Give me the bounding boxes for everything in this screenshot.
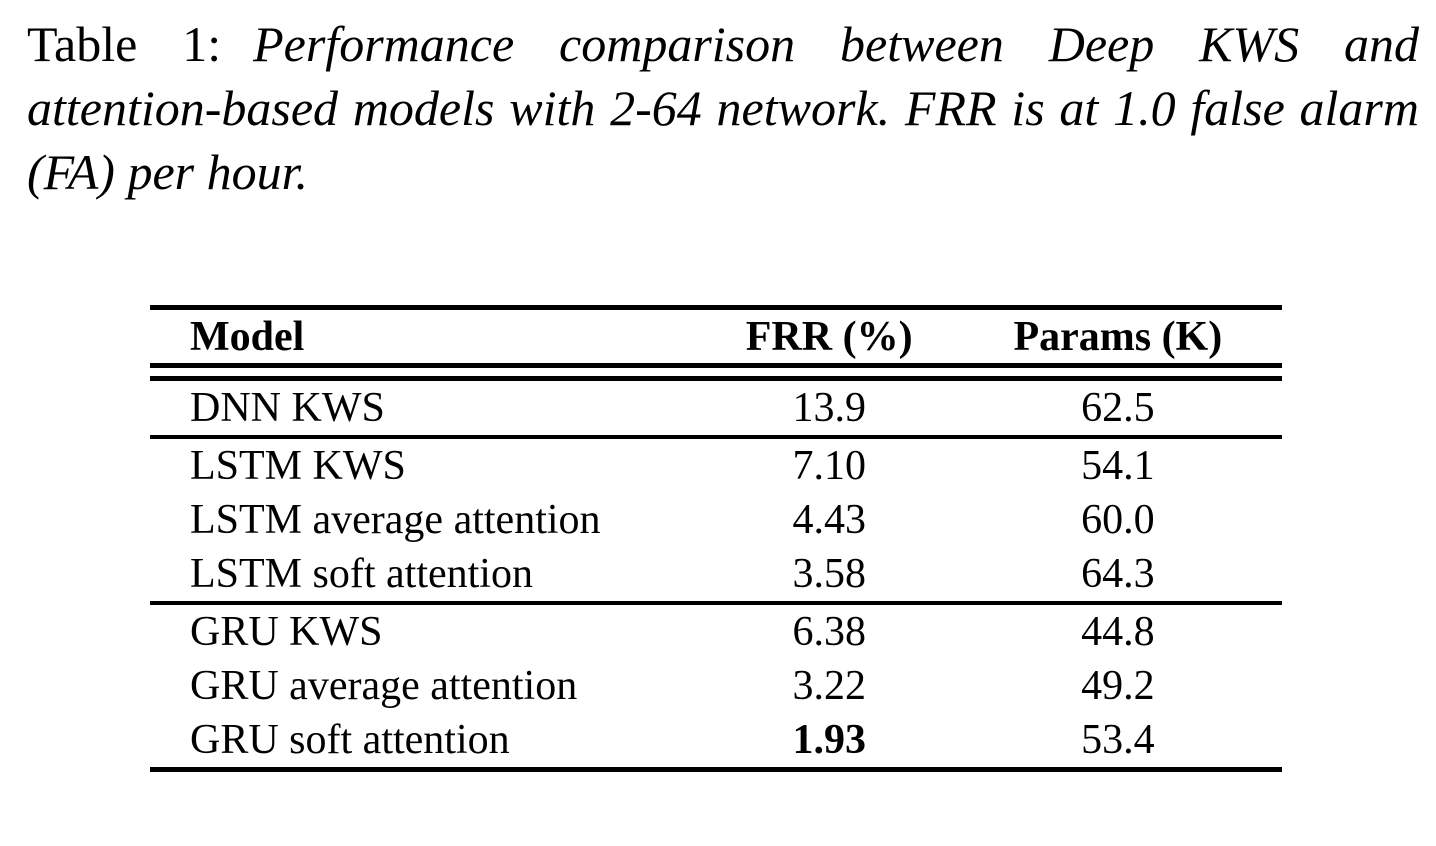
cell-frr: 6.38 (792, 609, 866, 655)
cell-model: LSTM average attention (190, 497, 601, 543)
cell-params: 54.1 (1081, 443, 1155, 489)
cell-params: 64.3 (1081, 551, 1155, 597)
column-header-params: Params (K) (1013, 313, 1223, 360)
table-rule-double-upper (150, 363, 1282, 368)
cell-frr: 4.43 (792, 497, 866, 543)
column-header-model: Model (190, 313, 305, 360)
table-rule-group-2 (150, 601, 1282, 605)
cell-model: GRU soft attention (190, 717, 510, 763)
table-caption: Table 1: Performance comparison between D… (27, 12, 1419, 204)
table-rule-double-lower (150, 376, 1282, 381)
cell-frr: 7.10 (792, 443, 866, 489)
cell-frr: 1.93 (792, 717, 866, 763)
table-row-lstm-kws: LSTM KWS 7.10 54.1 (150, 439, 1282, 493)
cell-model: LSTM soft attention (190, 551, 533, 597)
table-row-gru-soft-attention: GRU soft attention 1.93 53.4 (150, 713, 1282, 767)
cell-params: 62.5 (1081, 385, 1155, 431)
table-row-gru-kws: GRU KWS 6.38 44.8 (150, 605, 1282, 659)
table-row-lstm-average-attention: LSTM average attention 4.43 60.0 (150, 493, 1282, 547)
table-rule-top (150, 305, 1282, 310)
table-row-dnn-kws: DNN KWS 13.9 62.5 (150, 381, 1282, 435)
caption-text: Performance comparison between Deep KWS … (27, 16, 1419, 200)
table-rule-bottom (150, 767, 1282, 772)
table-rule-group-1 (150, 435, 1282, 439)
table-rule-double-gap (150, 368, 1282, 376)
table-row-gru-average-attention: GRU average attention 3.22 49.2 (150, 659, 1282, 713)
cell-frr: 3.22 (792, 663, 866, 709)
table-row-lstm-soft-attention: LSTM soft attention 3.58 64.3 (150, 547, 1282, 601)
cell-model: GRU KWS (190, 609, 383, 655)
cell-params: 44.8 (1081, 609, 1155, 655)
cell-params: 49.2 (1081, 663, 1155, 709)
column-header-frr: FRR (%) (745, 313, 913, 360)
cell-params: 60.0 (1081, 497, 1155, 543)
cell-params: 53.4 (1081, 717, 1155, 763)
cell-model: LSTM KWS (190, 443, 406, 489)
table-header-row: Model FRR (%) Params (K) (150, 310, 1282, 363)
cell-frr: 13.9 (792, 385, 866, 431)
caption-label: Table 1: (27, 16, 222, 72)
results-table: Model FRR (%) Params (K) DNN KWS 13.9 62… (150, 305, 1282, 772)
cell-model: GRU average attention (190, 663, 578, 709)
cell-frr: 3.58 (792, 551, 866, 597)
cell-model: DNN KWS (190, 385, 385, 431)
